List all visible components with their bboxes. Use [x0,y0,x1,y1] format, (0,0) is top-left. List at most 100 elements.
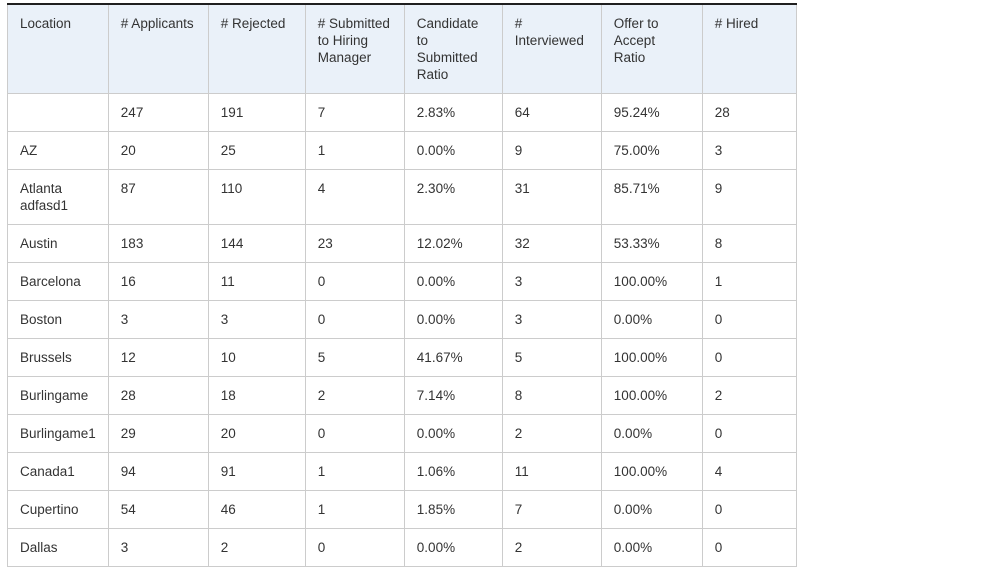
table-cell: 3 [207,300,306,339]
table-cell: 7 [501,490,602,529]
table-cell: 11 [207,262,306,301]
table-cell: 2 [207,528,306,567]
table-cell: 0.00% [600,528,703,567]
table-cell: 64 [501,93,602,132]
table-row: Cupertino 54 46 1 1.85% 7 0.00% 0 [7,490,797,529]
table-cell: 0.00% [403,528,503,567]
table-cell: 191 [207,93,306,132]
table-cell: 0 [701,300,797,339]
location-cell: Cupertino [7,490,109,529]
table-cell: 9 [501,131,602,170]
table-cell: 87 [107,169,209,225]
location-cell: Burlingame [7,376,109,415]
table-cell: 0.00% [403,414,503,453]
table-cell: 12.02% [403,224,503,263]
table-cell: 12 [107,338,209,377]
table-cell: 3 [107,300,209,339]
table-row: Dallas 3 2 0 0.00% 2 0.00% 0 [7,528,797,567]
location-report-table: Location # Applicants # Rejected # Submitte… [7,3,797,567]
table-cell: 183 [107,224,209,263]
location-cell [7,93,109,132]
table-cell: 0.00% [403,300,503,339]
table-cell: 0.00% [403,131,503,170]
column-header-candidate-to-submitted-ratio: Candidate to Submitted Ratio [403,3,503,94]
table-cell: 31 [501,169,602,225]
table-cell: 2 [501,528,602,567]
header-row: Location # Applicants # Rejected # Submitte… [7,3,797,94]
table-cell: 4 [701,452,797,491]
table-cell: 3 [107,528,209,567]
table-cell: 0 [304,414,405,453]
table-row: AZ 20 25 1 0.00% 9 75.00% 3 [7,131,797,170]
location-cell: Atlanta adfasd1 [7,169,109,225]
table-cell: 41.67% [403,338,503,377]
table-cell: 23 [304,224,405,263]
table-cell: 32 [501,224,602,263]
table-row: Barcelona 16 11 0 0.00% 3 100.00% 1 [7,262,797,301]
table-cell: 1 [304,452,405,491]
table-cell: 7.14% [403,376,503,415]
table-cell: 16 [107,262,209,301]
table-cell: 2.83% [403,93,503,132]
table-cell: 0.00% [600,414,703,453]
table-cell: 75.00% [600,131,703,170]
location-cell: Canada1 [7,452,109,491]
column-header-applicants: # Applicants [107,3,209,94]
column-header-hired: # Hired [701,3,797,94]
table-cell: 1 [701,262,797,301]
location-cell: Austin [7,224,109,263]
table-cell: 10 [207,338,306,377]
table-cell: 110 [207,169,306,225]
table-cell: 4 [304,169,405,225]
table-cell: 11 [501,452,602,491]
table-cell: 95.24% [600,93,703,132]
table-cell: 54 [107,490,209,529]
table-cell: 3 [501,262,602,301]
table-cell: 9 [701,169,797,225]
column-header-interviewed: # Interviewed [501,3,602,94]
table-cell: 0 [701,338,797,377]
table-row: Boston 3 3 0 0.00% 3 0.00% 0 [7,300,797,339]
table-cell: 3 [701,131,797,170]
table-cell: 1.06% [403,452,503,491]
table-cell: 144 [207,224,306,263]
location-cell: Brussels [7,338,109,377]
table-cell: 2 [501,414,602,453]
table-cell: 91 [207,452,306,491]
table-row: Burlingame 28 18 2 7.14% 8 100.00% 2 [7,376,797,415]
table-body: 247 191 7 2.83% 64 95.24% 28 AZ 20 25 1 0.00% 9 75.00… [7,93,797,567]
table-cell: 100.00% [600,262,703,301]
table-cell: 5 [501,338,602,377]
table-cell: 20 [207,414,306,453]
table-cell: 0 [304,300,405,339]
table-cell: 100.00% [600,338,703,377]
table-cell: 1 [304,490,405,529]
table-row: Brussels 12 10 5 41.67% 5 100.00% 0 [7,338,797,377]
table-cell: 46 [207,490,306,529]
table-cell: 2.30% [403,169,503,225]
location-cell: Burlingame1 [7,414,109,453]
location-cell: Dallas [7,528,109,567]
table-cell: 20 [107,131,209,170]
table-cell: 1.85% [403,490,503,529]
column-header-offer-to-accept-ratio: Offer to Accept Ratio [600,3,703,94]
table-cell: 8 [501,376,602,415]
table-cell: 247 [107,93,209,132]
table-row: Austin 183 144 23 12.02% 32 53.33% 8 [7,224,797,263]
table-row: Atlanta adfasd1 87 110 4 2.30% 31 85.71% 9 [7,169,797,225]
table-cell: 5 [304,338,405,377]
table-row: Burlingame1 29 20 0 0.00% 2 0.00% 0 [7,414,797,453]
table-row: Canada1 94 91 1 1.06% 11 100.00% 4 [7,452,797,491]
table-cell: 3 [501,300,602,339]
table-cell: 0 [304,528,405,567]
table-cell: 8 [701,224,797,263]
table-header: Location # Applicants # Rejected # Submitte… [7,3,797,94]
table-cell: 0 [304,262,405,301]
table-cell: 0 [701,414,797,453]
table-cell: 25 [207,131,306,170]
table-cell: 94 [107,452,209,491]
column-header-location: Location [7,3,109,94]
table-cell: 100.00% [600,376,703,415]
table-cell: 85.71% [600,169,703,225]
